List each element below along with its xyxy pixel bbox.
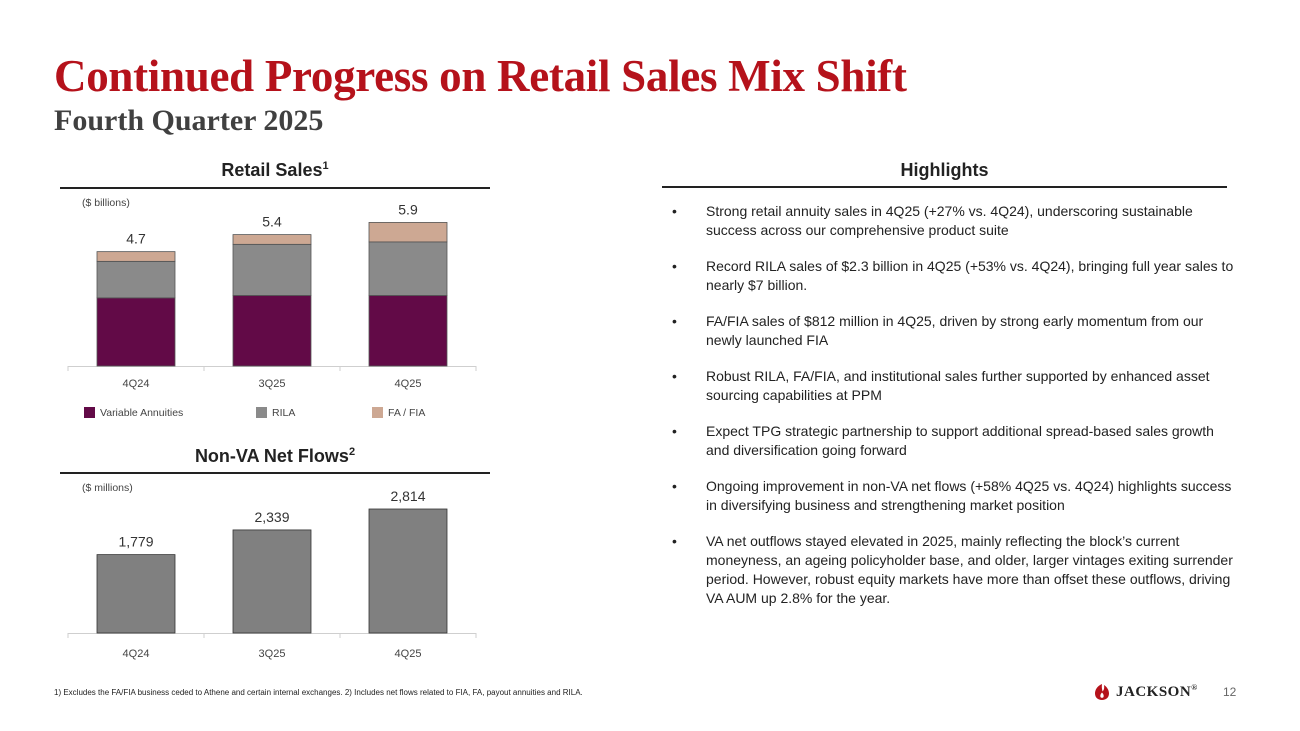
- bullet-icon: •: [672, 313, 677, 329]
- highlight-text: Expect TPG strategic partnership to supp…: [706, 423, 1214, 458]
- bullet-icon: •: [672, 533, 677, 549]
- bar-non-va-net-flows: [368, 508, 448, 634]
- highlight-text: Record RILA sales of $2.3 billion in 4Q2…: [706, 258, 1234, 293]
- x-tick-label: 4Q24: [123, 378, 150, 390]
- page-subtitle: Fourth Quarter 2025: [54, 104, 324, 137]
- bullet-icon: •: [672, 203, 677, 219]
- bar-variable-annuities: [368, 295, 448, 367]
- logo-text: JACKSON: [1116, 684, 1192, 700]
- highlight-item: • Ongoing improvement in non-VA net flows…: [672, 477, 1237, 515]
- highlight-text: Robust RILA, FA/FIA, and institutional s…: [706, 368, 1210, 403]
- non-va-heading: Non-VA Net Flows2: [60, 446, 490, 467]
- highlight-text: Ongoing improvement in non-VA net flows …: [706, 478, 1232, 513]
- bar-rila: [368, 241, 448, 296]
- bar-non-va-net-flows: [96, 554, 176, 634]
- bullet-icon: •: [672, 368, 677, 384]
- retail-sales-heading: Retail Sales1: [60, 160, 490, 181]
- highlight-text: Strong retail annuity sales in 4Q25 (+27…: [706, 203, 1193, 238]
- non-va-footnote-ref: 2: [348, 446, 356, 458]
- logo-registered: ®: [1191, 683, 1198, 692]
- footnote: 1) Excludes the FA/FIA business ceded to…: [54, 688, 583, 697]
- legend-label: RILA: [272, 407, 295, 419]
- x-tick-label: 3Q25: [259, 648, 286, 660]
- highlight-item: • Record RILA sales of $2.3 billion in 4Q…: [672, 257, 1237, 295]
- bar-fa-fia: [96, 251, 176, 262]
- x-tick-label: 3Q25: [259, 378, 286, 390]
- data-label-total: 4.7: [126, 231, 146, 247]
- non-va-rule: [60, 472, 490, 474]
- legend-label: FA / FIA: [388, 407, 425, 419]
- bar-variable-annuities: [232, 295, 312, 367]
- data-label-total: 5.9: [398, 201, 418, 217]
- legend-swatch-variable-annuities: [84, 407, 95, 418]
- highlight-item: • Robust RILA, FA/FIA, and institutional …: [672, 367, 1237, 405]
- legend-swatch-fa-fia: [372, 407, 383, 418]
- bar-fa-fia: [368, 222, 448, 243]
- retail-sales-footnote-ref: 1: [322, 160, 329, 172]
- non-va-heading-text: Non-VA Net Flows: [194, 446, 349, 466]
- page-number: 12: [1223, 685, 1237, 699]
- page-title: Continued Progress on Retail Sales Mix S…: [54, 51, 907, 101]
- bar-variable-annuities: [96, 297, 176, 367]
- highlights-rule: [662, 186, 1227, 188]
- legend-label: Variable Annuities: [100, 407, 183, 419]
- highlights-list: • Strong retail annuity sales in 4Q25 (+2…: [672, 202, 1237, 608]
- highlights-heading: Highlights: [900, 160, 989, 180]
- highlight-item: • FA/FIA sales of $812 million in 4Q25, d…: [672, 312, 1237, 350]
- bar-rila: [232, 243, 312, 296]
- highlight-text: FA/FIA sales of $812 million in 4Q25, dr…: [706, 313, 1204, 348]
- data-label: 2,814: [390, 488, 425, 504]
- legend-swatch-rila: [256, 407, 267, 418]
- bullet-icon: •: [672, 423, 677, 439]
- data-label-total: 5.4: [262, 214, 282, 230]
- bullet-icon: •: [672, 478, 677, 494]
- x-tick-label: 4Q25: [395, 378, 422, 390]
- logo-wordmark: JACKSON®: [1116, 683, 1198, 701]
- jackson-logo: JACKSON®: [1094, 683, 1198, 701]
- bullet-icon: •: [672, 258, 677, 274]
- jackson-flame-icon: [1095, 684, 1109, 700]
- data-label: 1,779: [118, 534, 153, 550]
- bar-fa-fia: [232, 234, 312, 245]
- bar-rila: [96, 260, 176, 299]
- highlight-item: • Expect TPG strategic partnership to sup…: [672, 422, 1237, 460]
- retail-sales-heading-text: Retail Sales: [221, 160, 323, 180]
- retail-sales-rule: [60, 187, 490, 189]
- highlight-item: • VA net outflows stayed elevated in 2025…: [672, 532, 1237, 608]
- non-va-chart: 1,779 4Q24 2,339 3Q25 2,814 4Q25: [67, 488, 477, 660]
- retail-sales-chart: 4.7 4Q24 5.4 3Q25 5.9 4Q25 Variable Annuities R…: [67, 201, 477, 419]
- data-label: 2,339: [254, 509, 289, 525]
- highlight-item: • Strong retail annuity sales in 4Q25 (+2…: [672, 202, 1237, 240]
- x-tick-label: 4Q24: [123, 648, 150, 660]
- retail-sales-unit: ($ billions): [82, 197, 130, 209]
- non-va-unit: ($ millions): [82, 482, 133, 494]
- bar-non-va-net-flows: [232, 529, 312, 634]
- x-tick-label: 4Q25: [395, 648, 422, 660]
- highlight-text: VA net outflows stayed elevated in 2025,…: [706, 533, 1233, 606]
